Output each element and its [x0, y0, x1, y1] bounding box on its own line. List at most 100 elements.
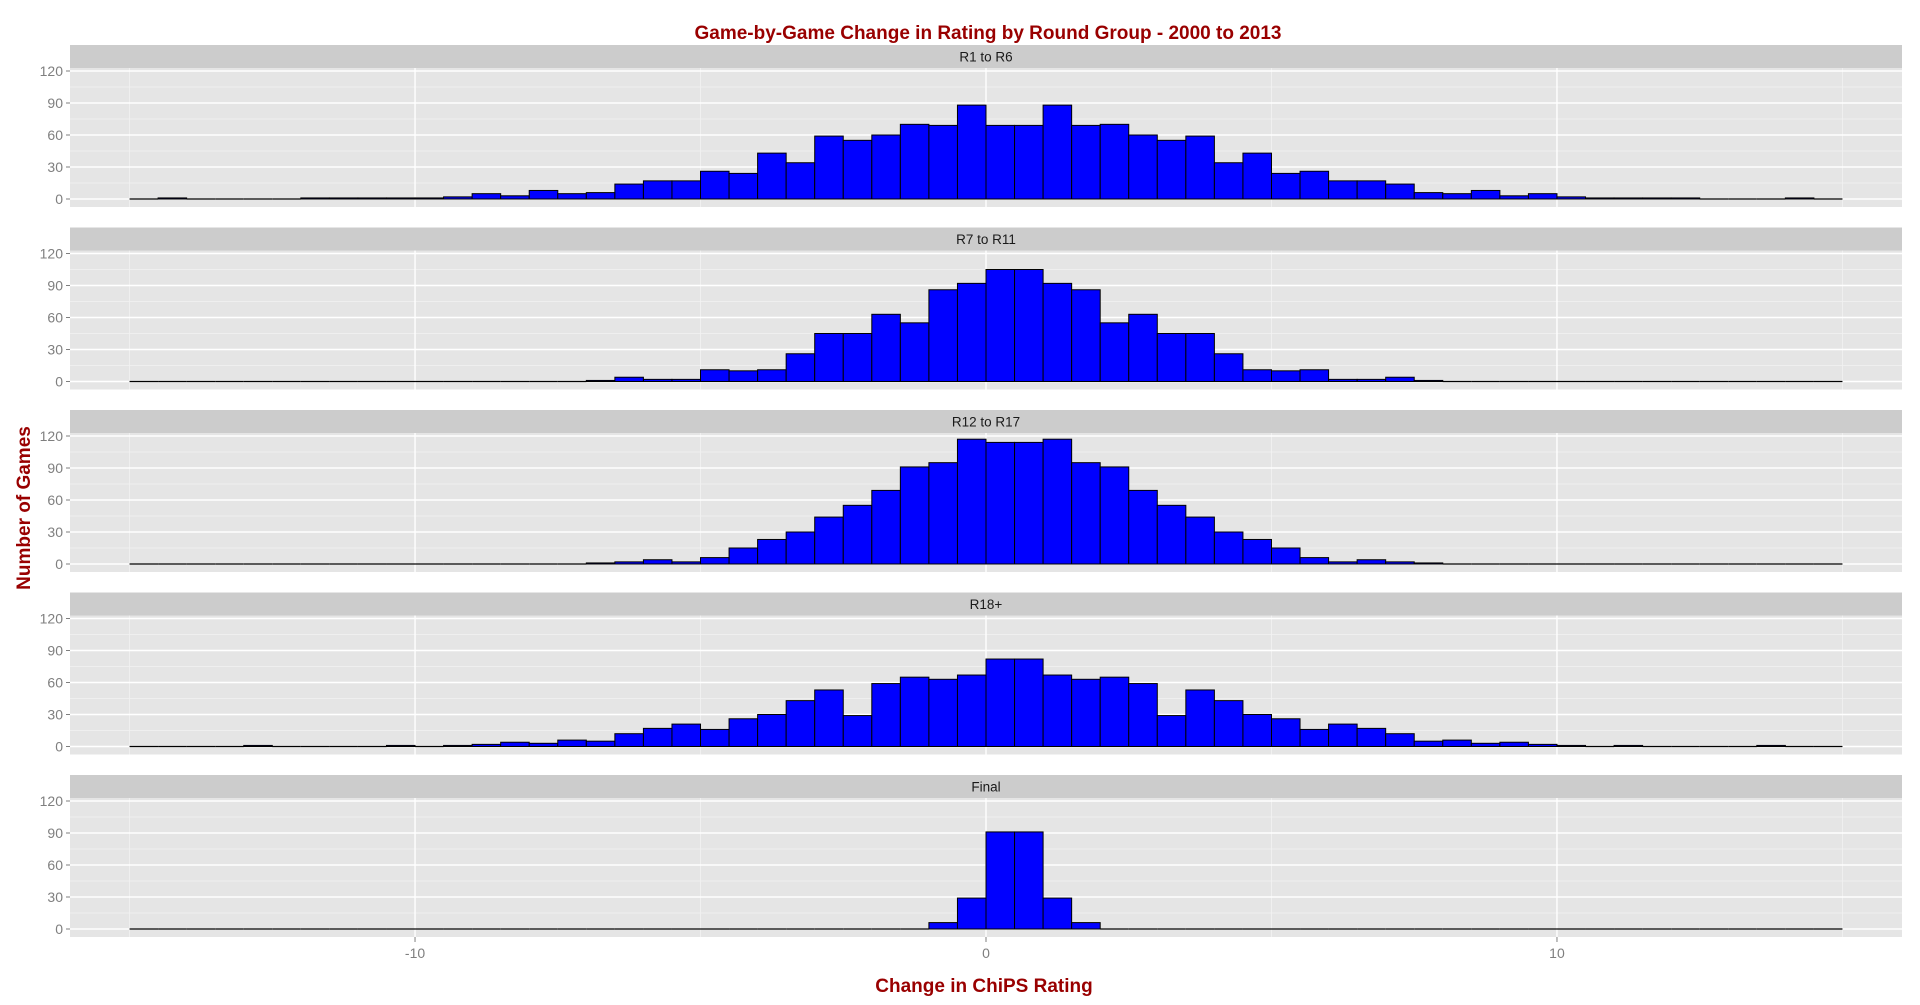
histogram-bar	[443, 744, 473, 748]
histogram-bar	[1128, 683, 1158, 747]
histogram-bar	[528, 189, 559, 200]
histogram-bar	[1556, 744, 1587, 748]
y-tick-label: 30	[47, 159, 63, 175]
histogram-bar	[642, 559, 673, 565]
facet-panel: Final 0 30 60 90 120	[40, 775, 1902, 937]
histogram-bar	[385, 744, 416, 748]
x-tick-label: 10	[1549, 945, 1565, 961]
histogram-bar	[700, 728, 730, 748]
histogram-bar	[1185, 516, 1215, 565]
histogram-bar	[928, 462, 958, 565]
histogram-bar	[956, 104, 987, 200]
histogram-bar	[671, 561, 702, 565]
histogram-bar	[757, 369, 787, 382]
histogram-bar	[1385, 376, 1415, 383]
histogram-bar	[814, 333, 844, 382]
histogram-bar	[1242, 369, 1272, 382]
histogram-bar	[1128, 134, 1158, 200]
histogram-bar	[956, 674, 987, 747]
histogram-bar	[585, 379, 616, 382]
histogram-bar	[1470, 189, 1501, 200]
histogram-bar	[1328, 723, 1358, 747]
histogram-bar	[757, 538, 787, 565]
y-tick-label: 60	[47, 127, 63, 143]
histogram-bar	[414, 197, 445, 200]
histogram-bar	[842, 715, 873, 747]
facet-strip	[70, 775, 1902, 798]
histogram-bar	[1613, 197, 1644, 200]
histogram-bar	[814, 689, 844, 748]
histogram-bar	[1071, 922, 1101, 930]
histogram-bar	[1413, 379, 1444, 382]
y-axis-title: Number of Games	[14, 426, 35, 590]
histogram-bar	[728, 370, 759, 383]
histogram-bar	[1299, 170, 1330, 200]
histogram-bar	[785, 700, 816, 748]
histogram-bar	[1014, 124, 1044, 200]
histogram-bar	[928, 922, 958, 930]
facet-strip	[70, 592, 1902, 616]
histogram-bar	[642, 378, 673, 383]
histogram-bar	[956, 438, 987, 565]
histogram-bar	[1213, 353, 1244, 382]
histogram-bar	[500, 195, 530, 200]
histogram-bar	[928, 678, 958, 747]
histogram-bar	[1413, 192, 1444, 200]
histogram-bar	[842, 139, 873, 200]
y-tick-label: 90	[47, 825, 63, 841]
x-tick-label: -10	[405, 945, 425, 961]
histogram-bar	[328, 197, 359, 200]
histogram-bar	[871, 683, 901, 747]
histogram-bar	[585, 562, 616, 565]
histogram-bar	[1128, 489, 1158, 565]
histogram-bar	[471, 743, 502, 747]
y-tick-label: 0	[55, 191, 63, 207]
histogram-bar	[1499, 741, 1529, 748]
histogram-bar	[1442, 739, 1472, 747]
histogram-bar	[614, 561, 644, 565]
y-tick-label: 30	[47, 342, 63, 358]
histogram-bar	[1042, 674, 1073, 747]
y-tick-label: 60	[47, 675, 63, 691]
y-tick-label: 0	[55, 921, 63, 937]
histogram-bar	[1270, 370, 1301, 383]
histogram-bar	[1356, 378, 1387, 383]
histogram-bar	[1242, 152, 1272, 200]
histogram-bar	[785, 531, 816, 565]
histogram-bar	[157, 197, 188, 200]
x-axis-title: Change in ChiPS Rating	[875, 976, 1092, 997]
facet-panel: R1 to R6 0 30 60 90 120	[40, 45, 1902, 207]
histogram-bar	[1128, 313, 1158, 382]
histogram-bar	[1185, 135, 1215, 200]
histogram-bar	[842, 333, 873, 382]
y-tick-label: 30	[47, 524, 63, 540]
histogram-bar	[1328, 180, 1358, 200]
histogram-bar	[728, 718, 759, 747]
histogram-bar	[671, 378, 702, 383]
histogram-bar	[243, 744, 273, 748]
facet-strip-label: Final	[971, 780, 1000, 795]
histogram-bar	[1156, 715, 1187, 747]
histogram-bar	[928, 124, 958, 200]
histogram-bar	[785, 353, 816, 382]
histogram-bar	[1071, 289, 1101, 382]
histogram-bar	[985, 658, 1016, 747]
histogram-bar	[757, 714, 787, 747]
histogram-bar	[471, 193, 502, 200]
histogram-bar	[1299, 557, 1330, 565]
histogram-bar	[1328, 561, 1358, 565]
facet-strip	[70, 410, 1902, 433]
facet-panel: R18+ 0 30 60 90 120	[40, 592, 1902, 755]
y-tick-label: 30	[47, 889, 63, 905]
histogram-bar	[585, 740, 616, 748]
facet-panel: R7 to R11 0 30 60 90 120	[40, 227, 1902, 390]
histogram-bar	[1014, 831, 1044, 930]
y-tick-label: 90	[47, 95, 63, 111]
histogram-bar	[871, 313, 901, 382]
facet-strip-label: R7 to R11	[956, 232, 1016, 247]
y-tick-label: 60	[47, 310, 63, 326]
histogram-bar	[614, 376, 644, 383]
histogram-bar	[614, 733, 644, 748]
histogram-bar	[1756, 744, 1786, 748]
